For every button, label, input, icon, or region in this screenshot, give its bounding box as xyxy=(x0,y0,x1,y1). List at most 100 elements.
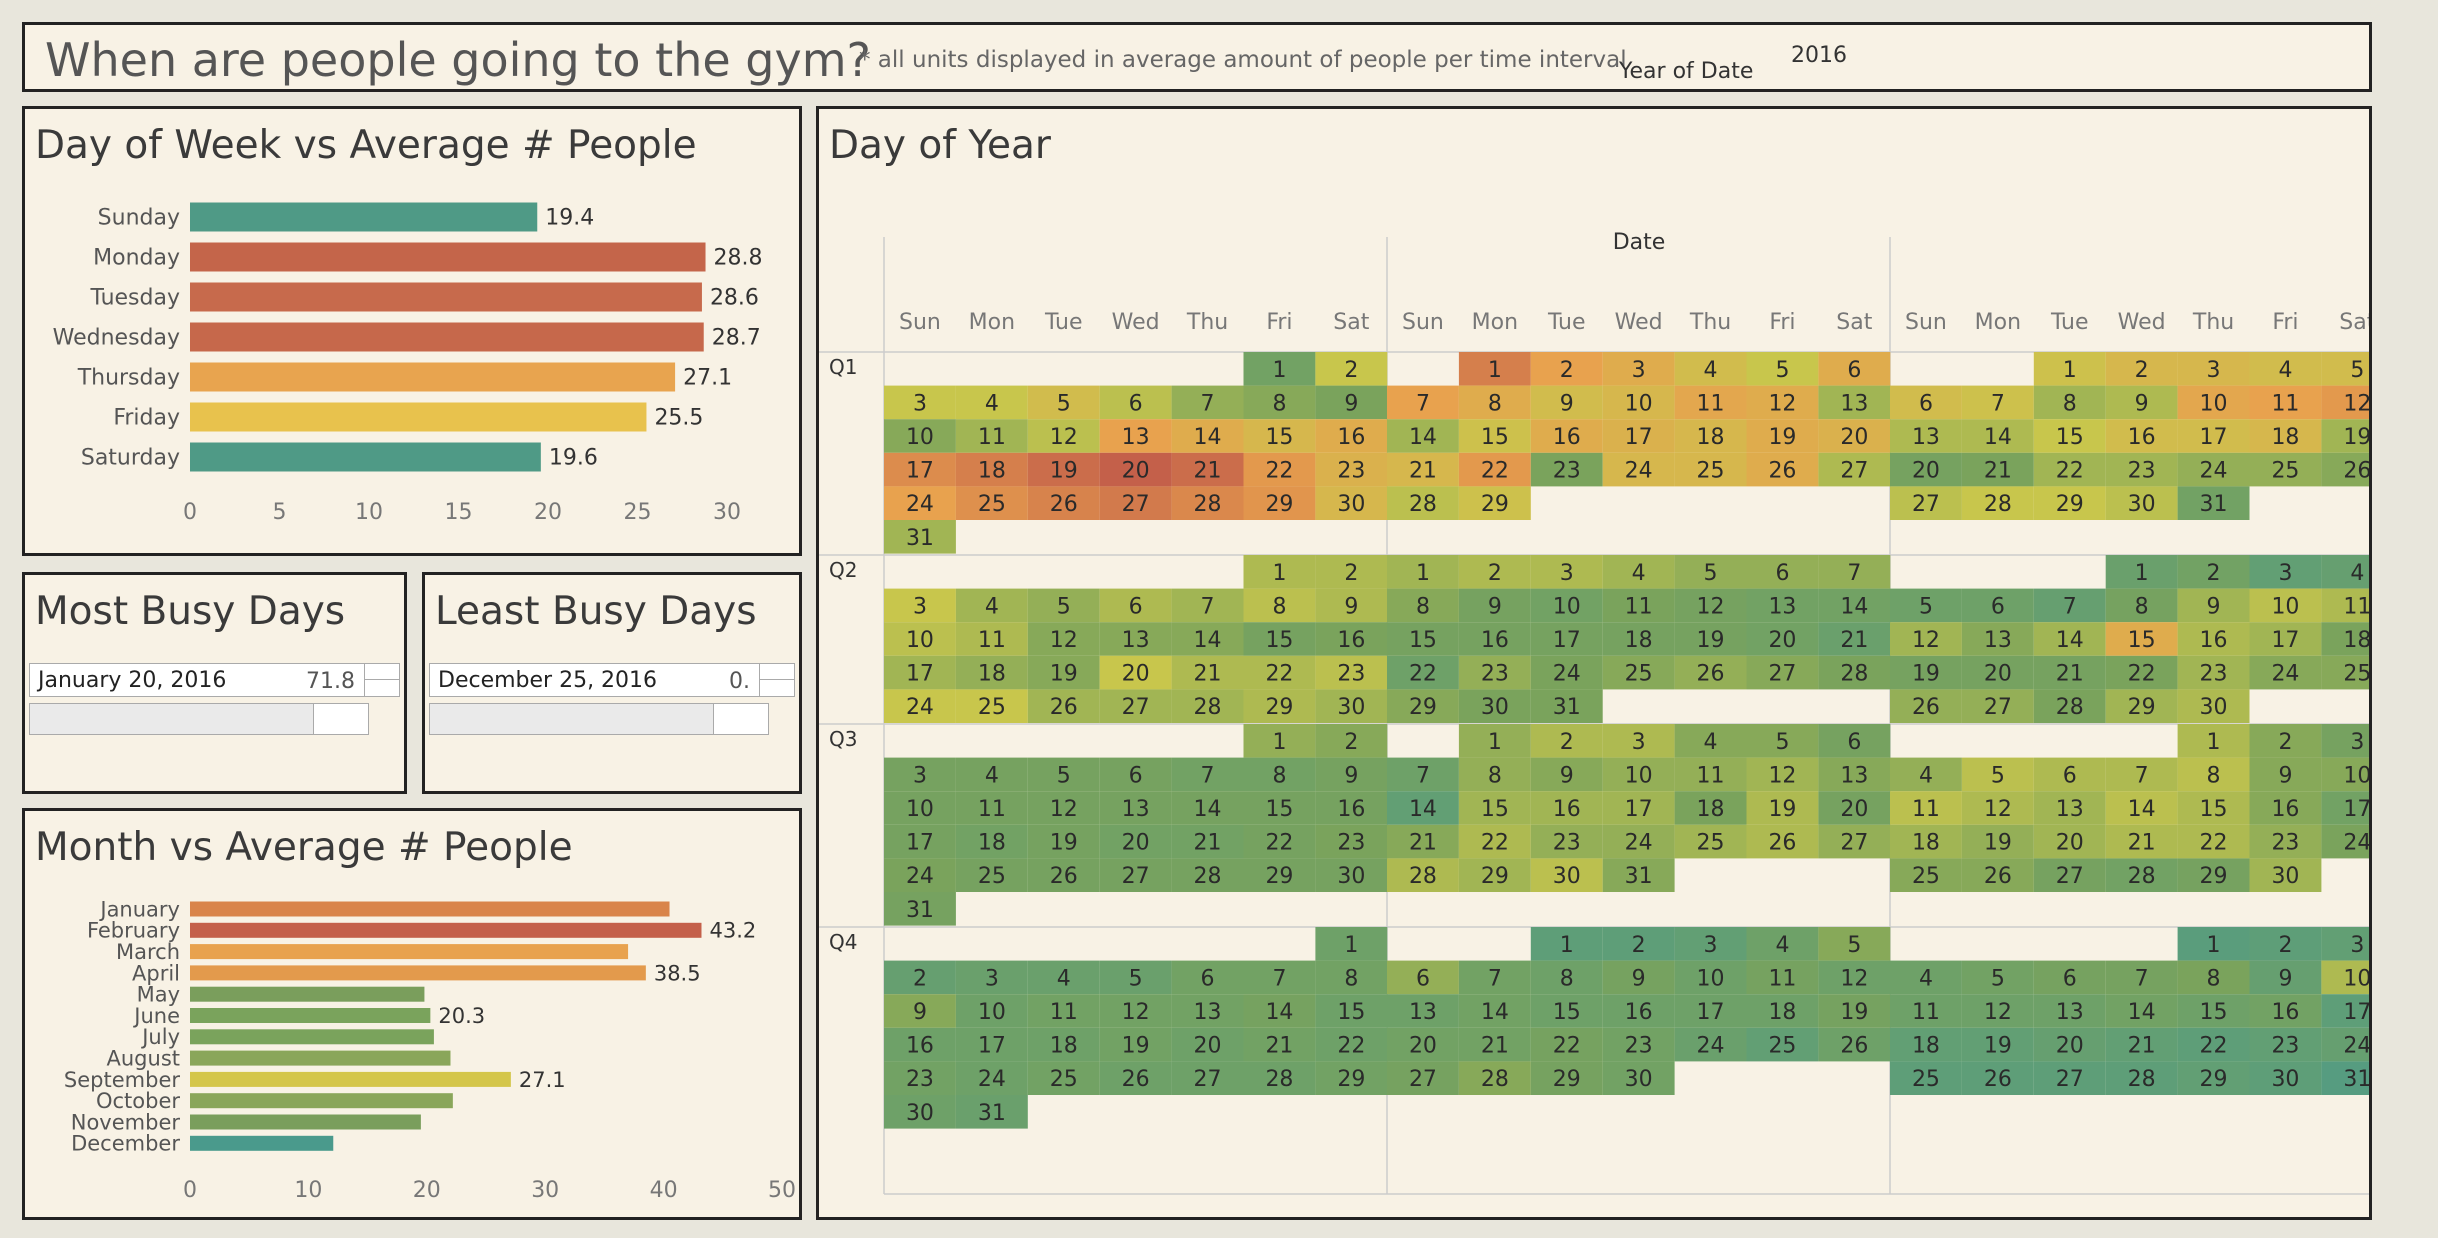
day-cell[interactable] xyxy=(1171,824,1244,859)
bar[interactable] xyxy=(190,1029,434,1045)
bar[interactable] xyxy=(190,922,702,938)
day-cell[interactable] xyxy=(2105,622,2178,656)
day-cell[interactable] xyxy=(2321,1061,2369,1095)
day-cell[interactable] xyxy=(884,486,956,520)
day-cell[interactable] xyxy=(1458,385,1531,420)
day-cell[interactable] xyxy=(1602,1061,1675,1095)
day-cell[interactable] xyxy=(1746,757,1819,792)
day-cell[interactable] xyxy=(1530,419,1603,453)
day-cell[interactable] xyxy=(2105,824,2178,859)
day-cell[interactable] xyxy=(1099,858,1172,892)
day-cell[interactable] xyxy=(1818,1027,1891,1062)
day-cell[interactable] xyxy=(1171,994,1244,1028)
day-cell[interactable] xyxy=(955,385,1028,420)
day-cell[interactable] xyxy=(1171,419,1244,453)
day-cell[interactable] xyxy=(2033,1061,2106,1095)
day-cell[interactable] xyxy=(1458,419,1531,453)
day-cell[interactable] xyxy=(2249,1027,2322,1062)
day-cell[interactable] xyxy=(1961,791,2034,825)
day-cell[interactable] xyxy=(1602,724,1675,758)
day-cell[interactable] xyxy=(1890,385,1962,420)
day-cell[interactable] xyxy=(2321,724,2369,758)
day-cell[interactable] xyxy=(1602,452,1675,487)
day-cell[interactable] xyxy=(1458,486,1531,520)
day-cell[interactable] xyxy=(2105,689,2178,723)
day-cell[interactable] xyxy=(1315,724,1388,758)
day-cell[interactable] xyxy=(2177,824,2250,859)
day-cell[interactable] xyxy=(1315,486,1388,520)
day-cell[interactable] xyxy=(2105,452,2178,487)
day-cell[interactable] xyxy=(1746,555,1819,589)
day-cell[interactable] xyxy=(955,588,1028,623)
day-cell[interactable] xyxy=(1602,555,1675,589)
day-cell[interactable] xyxy=(2105,486,2178,520)
day-cell[interactable] xyxy=(1315,622,1388,656)
day-cell[interactable] xyxy=(1818,555,1891,589)
day-cell[interactable] xyxy=(1458,724,1531,758)
day-cell[interactable] xyxy=(1961,757,2034,792)
day-cell[interactable] xyxy=(1027,419,1100,453)
day-cell[interactable] xyxy=(955,655,1028,690)
day-cell[interactable] xyxy=(2105,655,2178,690)
day-cell[interactable] xyxy=(884,452,956,487)
day-cell[interactable] xyxy=(2033,824,2106,859)
day-cell[interactable] xyxy=(2105,555,2178,589)
day-cell[interactable] xyxy=(884,655,956,690)
day-cell[interactable] xyxy=(2033,385,2106,420)
day-cell[interactable] xyxy=(1458,824,1531,859)
day-cell[interactable] xyxy=(1818,452,1891,487)
day-cell[interactable] xyxy=(1818,927,1891,961)
day-cell[interactable] xyxy=(1171,622,1244,656)
day-cell[interactable] xyxy=(2249,824,2322,859)
day-cell[interactable] xyxy=(1027,655,1100,690)
day-cell[interactable] xyxy=(2177,452,2250,487)
day-cell[interactable] xyxy=(1674,994,1747,1028)
day-cell[interactable] xyxy=(1099,994,1172,1028)
day-cell[interactable] xyxy=(2321,352,2369,386)
day-cell[interactable] xyxy=(2249,1061,2322,1095)
day-cell[interactable] xyxy=(1746,1027,1819,1062)
day-cell[interactable] xyxy=(2321,757,2369,792)
day-cell[interactable] xyxy=(1027,689,1100,723)
day-cell[interactable] xyxy=(1602,960,1675,995)
day-cell[interactable] xyxy=(2321,555,2369,589)
day-cell[interactable] xyxy=(1961,1027,2034,1062)
day-cell[interactable] xyxy=(884,520,956,554)
day-cell[interactable] xyxy=(2033,486,2106,520)
day-cell[interactable] xyxy=(1890,960,1962,995)
day-cell[interactable] xyxy=(2177,419,2250,453)
day-cell[interactable] xyxy=(1530,622,1603,656)
day-cell[interactable] xyxy=(1387,486,1459,520)
day-cell[interactable] xyxy=(2177,757,2250,792)
day-cell[interactable] xyxy=(2177,385,2250,420)
day-cell[interactable] xyxy=(1890,486,1962,520)
bar[interactable] xyxy=(190,986,425,1002)
day-cell[interactable] xyxy=(1674,555,1747,589)
day-cell[interactable] xyxy=(1530,1027,1603,1062)
day-cell[interactable] xyxy=(2249,385,2322,420)
day-cell[interactable] xyxy=(1746,791,1819,825)
day-cell[interactable] xyxy=(1602,588,1675,623)
day-cell[interactable] xyxy=(955,791,1028,825)
day-cell[interactable] xyxy=(955,1027,1028,1062)
day-cell[interactable] xyxy=(1890,419,1962,453)
day-cell[interactable] xyxy=(1674,385,1747,420)
day-cell[interactable] xyxy=(1818,757,1891,792)
day-cell[interactable] xyxy=(1387,622,1459,656)
day-cell[interactable] xyxy=(2105,960,2178,995)
day-cell[interactable] xyxy=(1890,689,1962,723)
day-cell[interactable] xyxy=(1674,960,1747,995)
day-cell[interactable] xyxy=(1890,588,1962,623)
day-cell[interactable] xyxy=(1458,994,1531,1028)
day-cell[interactable] xyxy=(1890,622,1962,656)
day-cell[interactable] xyxy=(884,1061,956,1095)
day-cell[interactable] xyxy=(884,1027,956,1062)
day-cell[interactable] xyxy=(1243,1027,1316,1062)
day-cell[interactable] xyxy=(2105,791,2178,825)
day-cell[interactable] xyxy=(1961,588,2034,623)
day-cell[interactable] xyxy=(1458,555,1531,589)
day-cell[interactable] xyxy=(1315,689,1388,723)
day-cell[interactable] xyxy=(1243,588,1316,623)
day-cell[interactable] xyxy=(1458,757,1531,792)
day-cell[interactable] xyxy=(1315,452,1388,487)
